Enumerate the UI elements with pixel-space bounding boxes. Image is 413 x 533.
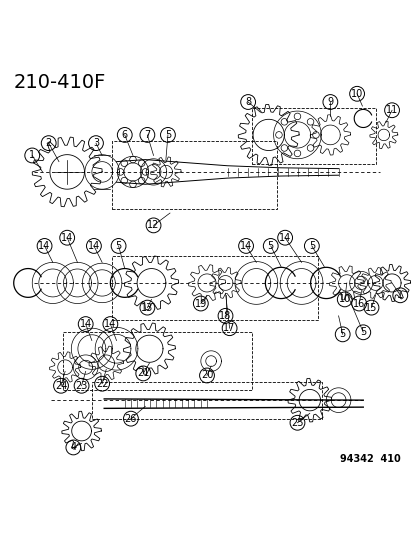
Text: 17: 17 [223,323,235,333]
Text: 24: 24 [55,381,67,391]
Text: 14: 14 [88,241,100,251]
Bar [112,256,317,320]
Text: 5: 5 [308,241,314,251]
Text: 8: 8 [244,97,251,107]
Text: 25: 25 [290,418,303,428]
Text: 11: 11 [385,105,397,115]
Bar [63,332,252,390]
Text: 18: 18 [219,311,231,321]
Text: 14: 14 [61,233,73,243]
Text: 5: 5 [115,241,121,251]
Text: 210-410F: 210-410F [14,73,106,92]
Text: 22: 22 [96,379,108,389]
Text: 1: 1 [396,290,402,300]
Text: 21: 21 [137,368,149,378]
Text: 20: 20 [200,370,213,381]
Text: 1: 1 [29,150,35,160]
Text: 9: 9 [327,97,332,107]
Text: 14: 14 [79,319,92,329]
Bar [92,382,321,418]
Text: 23: 23 [75,381,88,391]
Text: 14: 14 [240,241,252,251]
Text: 15: 15 [364,303,377,313]
Text: 94342  410: 94342 410 [339,454,399,464]
Text: 16: 16 [352,298,364,309]
Text: 14: 14 [104,319,116,329]
Bar [252,108,375,164]
Text: 10: 10 [338,294,350,304]
Text: 19: 19 [194,298,206,309]
Text: 10: 10 [350,89,362,99]
Text: 5: 5 [267,241,273,251]
Text: 26: 26 [124,414,137,424]
Text: 4: 4 [70,442,76,453]
Text: 5: 5 [339,329,345,340]
Text: 5: 5 [164,130,171,140]
Text: 6: 6 [121,130,128,140]
Text: 3: 3 [93,138,99,148]
Text: 7: 7 [144,130,150,140]
Text: 13: 13 [141,303,153,313]
Text: 5: 5 [359,327,366,337]
Bar [112,141,276,209]
Text: 14: 14 [38,241,50,251]
Text: 2: 2 [45,138,52,148]
Text: 14: 14 [278,233,291,243]
Text: 12: 12 [147,220,159,230]
